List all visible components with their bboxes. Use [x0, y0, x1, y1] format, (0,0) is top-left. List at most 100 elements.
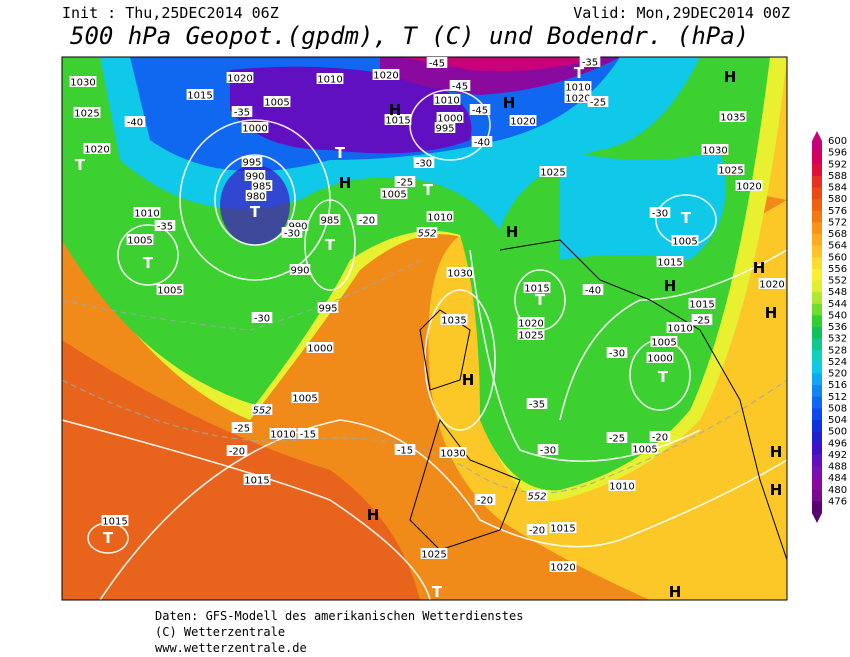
- colorbar-label: 476: [828, 496, 847, 507]
- temperature-label: -35: [234, 108, 250, 119]
- pressure-label: 1015: [550, 524, 575, 535]
- pressure-label: 1005: [292, 394, 317, 405]
- label-box: [69, 76, 97, 87]
- temperature-label: -20: [652, 433, 668, 444]
- colorbar-label: 596: [828, 148, 847, 159]
- label-box: [474, 494, 496, 505]
- pressure-label: 1005: [381, 190, 406, 201]
- high-pressure-marker: H: [664, 277, 677, 295]
- pressure-label: 1000: [647, 354, 672, 365]
- label-box: [436, 112, 464, 123]
- label-box: [656, 256, 684, 267]
- colorbar-bottom-arrow: [812, 513, 822, 523]
- colorbar-cell: [812, 187, 822, 200]
- colorbar-cell: [812, 141, 822, 154]
- colorbar-cell: [812, 396, 822, 409]
- label-box: [231, 422, 253, 433]
- label-box: [537, 444, 559, 455]
- colorbar-label: 600: [828, 136, 847, 147]
- label-box: [243, 474, 271, 485]
- temperature-label: -45: [472, 106, 488, 117]
- colorbar-cell: [812, 280, 822, 293]
- label-box: [420, 548, 448, 559]
- pressure-label: 985: [320, 216, 339, 227]
- pressure-label: 1005: [672, 237, 697, 248]
- pressure-label: 1020: [736, 182, 761, 193]
- label-box: [241, 122, 269, 133]
- low-pressure-marker: T: [250, 203, 261, 221]
- label-box: [384, 114, 412, 125]
- label-box: [73, 107, 101, 118]
- colorbar-label: 556: [828, 264, 847, 275]
- label-box: [701, 144, 729, 155]
- label-box: [281, 227, 303, 238]
- label-box: [426, 211, 454, 222]
- pressure-label: 990: [290, 266, 309, 277]
- low-pressure-marker: T: [658, 368, 669, 386]
- label-box: [251, 404, 273, 415]
- map-field: [62, 57, 787, 600]
- label-box: [649, 207, 671, 218]
- colorbar-label: 484: [828, 473, 847, 484]
- label-box: [269, 428, 297, 439]
- colorbar-cell: [812, 315, 822, 328]
- colorbar-label: 532: [828, 334, 847, 345]
- label-box: [719, 111, 747, 122]
- label-box: [317, 302, 339, 313]
- colorbar-cell: [812, 245, 822, 258]
- pressure-label: 1015: [657, 258, 682, 269]
- colorbar-label: 508: [828, 403, 847, 414]
- high-pressure-marker: H: [506, 223, 519, 241]
- low-pressure-marker: T: [535, 291, 546, 309]
- valid-time: Valid: Mon,29DEC2014 00Z: [573, 4, 790, 22]
- colorbar-cell: [812, 164, 822, 177]
- temperature-label: -25: [590, 98, 606, 109]
- pressure-label: 1015: [689, 300, 714, 311]
- pressure-label: 1020: [759, 280, 784, 291]
- high-pressure-marker: H: [462, 371, 475, 389]
- colorbar-cell: [812, 454, 822, 467]
- label-box: [186, 89, 214, 100]
- pressure-label: 1035: [720, 113, 745, 124]
- temperature-label: -20: [529, 526, 545, 537]
- footer-url: www.wetterzentrale.de: [155, 641, 307, 655]
- label-box: [245, 190, 267, 201]
- label-box: [156, 284, 184, 295]
- colorbar-cell: [812, 338, 822, 351]
- pressure-label: 1015: [187, 91, 212, 102]
- pressure-label: 1000: [437, 114, 462, 125]
- colorbar-label: 564: [828, 241, 847, 252]
- label-box: [608, 480, 636, 491]
- label-box: [523, 282, 551, 293]
- label-box: [287, 220, 309, 231]
- colorbar-cell: [812, 210, 822, 223]
- pressure-label: 1025: [518, 331, 543, 342]
- pressure-label: 1010: [317, 75, 342, 86]
- pressure-label: 1005: [127, 236, 152, 247]
- high-pressure-marker: H: [765, 304, 778, 322]
- pressure-label: 1005: [157, 286, 182, 297]
- colorbar-cell: [812, 478, 822, 491]
- pressure-label: 1030: [447, 269, 472, 280]
- label-box: [469, 104, 491, 115]
- high-pressure-marker: H: [503, 94, 516, 112]
- colorbar-label: 592: [828, 159, 847, 170]
- label-box: [446, 267, 474, 278]
- label-box: [587, 96, 609, 107]
- colorbar-label: 528: [828, 345, 847, 356]
- temperature-label: -30: [540, 446, 556, 457]
- label-box: [539, 166, 567, 177]
- temperature-label: -45: [452, 82, 468, 93]
- colorbar-cell: [812, 292, 822, 305]
- colorbar-label: 548: [828, 287, 847, 298]
- label-box: [631, 443, 659, 454]
- temperature-label: -25: [397, 178, 413, 189]
- pressure-label: 1000: [242, 124, 267, 135]
- colorbar-cell: [812, 152, 822, 165]
- colorbar-cell: [812, 268, 822, 281]
- pressure-label: 1015: [385, 116, 410, 127]
- colorbar-cell: [812, 199, 822, 212]
- label-box: [154, 220, 176, 231]
- colorbar-cell: [812, 234, 822, 247]
- label-box: [449, 80, 471, 91]
